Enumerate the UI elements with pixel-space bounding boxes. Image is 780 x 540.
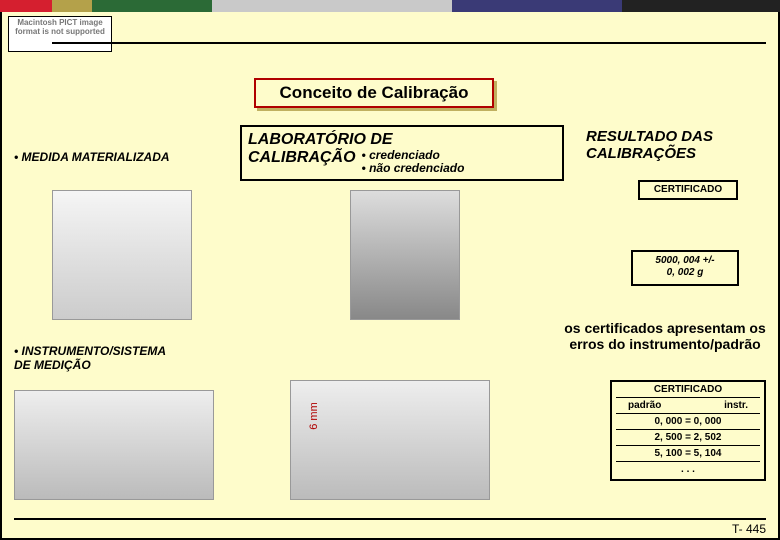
pict-text: Macintosh PICT image format is not suppo… bbox=[15, 18, 105, 36]
topbar-segment bbox=[622, 0, 780, 12]
instr-label: • INSTRUMENTO/SISTEMA DE MEDIÇÃO bbox=[14, 345, 166, 373]
lab-line1: LABORATÓRIO DE bbox=[248, 131, 556, 149]
topbar-segment bbox=[0, 0, 52, 12]
cert1-text: CERTIFICADO bbox=[654, 184, 722, 195]
cert-note: os certificados apresentam os erros do i… bbox=[560, 320, 770, 352]
valg-l1: 5000, 004 +/- bbox=[633, 255, 737, 267]
title-text: Conceito de Calibração bbox=[280, 83, 469, 102]
cert2-box: CERTIFICADO padrão instr. 0, 000 = 0, 00… bbox=[610, 380, 766, 481]
topbar-segment bbox=[52, 0, 92, 12]
rule-bottom bbox=[14, 518, 766, 520]
cert2-dots: . . . bbox=[616, 464, 760, 475]
medida-label: • MEDIDA MATERIALIZADA bbox=[14, 150, 170, 164]
page-number: T- 445 bbox=[732, 522, 766, 536]
lab-line2: CALIBRAÇÃO bbox=[248, 149, 356, 167]
micrometer2-image bbox=[290, 380, 490, 500]
instr-l2: DE MEDIÇÃO bbox=[14, 359, 166, 373]
rule-top bbox=[52, 42, 766, 44]
cert2-h2: instr. bbox=[724, 400, 748, 411]
cert2-r3: 5, 100 = 5, 104 bbox=[616, 448, 760, 459]
balance-image bbox=[350, 190, 460, 320]
cert2-title: CERTIFICADO bbox=[616, 384, 760, 395]
sixmm-label: 6 mm bbox=[308, 402, 320, 430]
cert2-h1: padrão bbox=[628, 400, 661, 411]
title-box: Conceito de Calibração bbox=[254, 78, 494, 108]
topbar-segment bbox=[92, 0, 212, 12]
instr-l1: • INSTRUMENTO/SISTEMA bbox=[14, 345, 166, 359]
valg-l2: 0, 002 g bbox=[633, 267, 737, 279]
lab-sub2: • não credenciado bbox=[362, 162, 465, 175]
micrometer1-image bbox=[14, 390, 214, 500]
pict-placeholder: Macintosh PICT image format is not suppo… bbox=[8, 16, 112, 52]
resultado-l1: RESULTADO DAS bbox=[586, 128, 713, 145]
topbar-segment bbox=[212, 0, 452, 12]
top-color-bar bbox=[0, 0, 780, 12]
cert2-r1: 0, 000 = 0, 000 bbox=[616, 416, 760, 427]
resultado-l2: CALIBRAÇÕES bbox=[586, 145, 713, 162]
value-box: 5000, 004 +/- 0, 002 g bbox=[631, 250, 739, 286]
weights-image bbox=[52, 190, 192, 320]
resultado-box: RESULTADO DAS CALIBRAÇÕES bbox=[586, 128, 713, 163]
lab-box: LABORATÓRIO DE CALIBRAÇÃO • credenciado … bbox=[240, 125, 564, 181]
cert2-r2: 2, 500 = 2, 502 bbox=[616, 432, 760, 443]
topbar-segment bbox=[452, 0, 622, 12]
cert1-box: CERTIFICADO bbox=[638, 180, 738, 200]
